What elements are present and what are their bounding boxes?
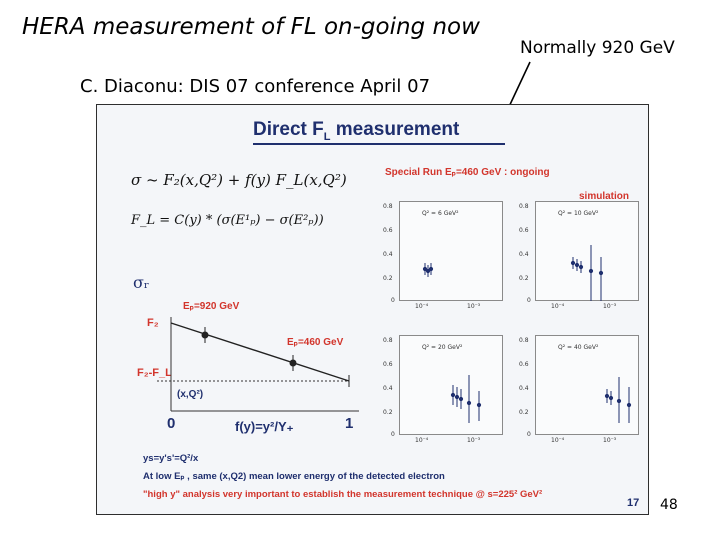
rosenbluth-plot: [157, 317, 359, 412]
ytick: 0.2: [383, 275, 393, 282]
sim-panel-3: Q² = 20 GeV²: [399, 335, 503, 435]
ytick: 0.8: [383, 203, 393, 210]
slide-page-number: 48: [660, 497, 678, 513]
ytick: 0: [391, 297, 395, 304]
sigma-r-label: σᵣ: [133, 273, 150, 292]
xtick: 10⁻³: [603, 303, 617, 310]
xtick: 10⁻⁴: [551, 437, 565, 444]
slide-title: HERA measurement of FL on-going now: [22, 14, 480, 40]
ytick: 0.8: [519, 203, 529, 210]
ytick: 0.4: [383, 251, 393, 258]
xtick: 10⁻⁴: [415, 437, 429, 444]
footnote-ys: ys=y's'=Q²/x: [143, 453, 199, 464]
ytick: 0.4: [519, 385, 529, 392]
embedded-figure: Direct FL measurement σ ~ F₂(x,Q²) + f(y…: [96, 104, 649, 515]
ytick: 0.2: [519, 409, 529, 416]
figure-title-underline: [253, 143, 505, 145]
simulation-label: simulation: [579, 191, 630, 202]
f2-label: F₂: [147, 317, 159, 329]
panel4-points: [604, 377, 632, 423]
footnote-low-ep: At low Eₚ , same (x,Q2) mean lower energ…: [143, 471, 445, 482]
xtick: 10⁻⁴: [551, 303, 565, 310]
xtick: 10⁻³: [603, 437, 617, 444]
formula-sigma: σ ~ F₂(x,Q²) + f(y) F_L(x,Q²): [131, 171, 347, 189]
ytick: 0.6: [383, 361, 393, 368]
special-run-label: Special Run Eₚ=460 GeV : ongoing: [385, 167, 550, 178]
ytick: 0: [527, 297, 531, 304]
ytick: 0.6: [383, 227, 393, 234]
ytick: 0.4: [383, 385, 393, 392]
axis-one: 1: [345, 415, 354, 432]
ytick: 0: [527, 431, 531, 438]
ytick: 0.6: [519, 227, 529, 234]
sim-panels-marks: [422, 245, 632, 423]
figure-page-number: 17: [627, 497, 640, 509]
ytick: 0.8: [383, 337, 393, 344]
sim-panel-4: Q² = 40 GeV²: [535, 335, 639, 435]
xtick: 10⁻³: [467, 303, 481, 310]
panel2-points: [570, 245, 604, 301]
xtick: 10⁻⁴: [415, 303, 429, 310]
fy-label: f(y)=y²/Y₊: [235, 419, 294, 434]
figure-title: Direct FL measurement: [253, 119, 460, 143]
ep920-label: Eₚ=920 GeV: [183, 301, 240, 312]
ytick: 0: [391, 431, 395, 438]
note-normally-920: Normally 920 GeV: [520, 38, 675, 58]
xtick: 10⁻³: [467, 437, 481, 444]
xq2-label: (x,Q²): [177, 389, 204, 400]
ytick: 0.8: [519, 337, 529, 344]
fit-line: [170, 322, 350, 382]
panel1-points: [422, 263, 434, 277]
axis-zero: 0: [167, 415, 176, 432]
ytick: 0.2: [383, 409, 393, 416]
ytick: 0.2: [519, 275, 529, 282]
ep460-label: Eₚ=460 GeV: [287, 337, 344, 348]
panel3-points: [450, 375, 482, 423]
sim-panel-2: Q² = 10 GeV²: [535, 201, 639, 301]
formula-fl: F_L = C(y) * (σ(E¹ₚ) − σ(E²ₚ)): [131, 213, 324, 228]
f2-fl-label: F₂-F_L: [137, 367, 172, 379]
footnote-high-y: "high y" analysis very important to esta…: [143, 489, 543, 500]
ytick: 0.4: [519, 251, 529, 258]
ytick: 0.6: [519, 361, 529, 368]
sim-panel-1: Q² = 6 GeV²: [399, 201, 503, 301]
slide-subtitle: C. Diaconu: DIS 07 conference April 07: [80, 76, 431, 97]
